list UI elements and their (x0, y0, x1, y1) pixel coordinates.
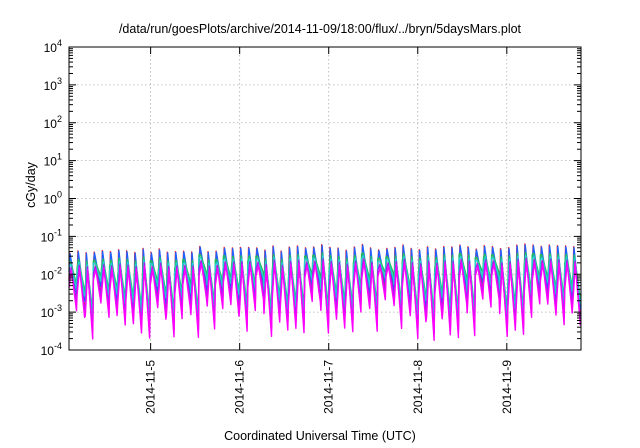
y-tick-label: 101 (44, 152, 62, 169)
x-tick-label: 2014-11-9 (500, 360, 514, 414)
y-tick-label: 10-1 (41, 227, 62, 244)
x-tick-label: 2014-11-7 (322, 360, 336, 414)
chart-title: /data/run/goesPlots/archive/2014-11-09/1… (118, 22, 522, 36)
y-tick-label: 102 (44, 114, 62, 131)
y-tick-labels: 10-4 10-3 10-2 10-1 100 101 102 103 104 (41, 38, 62, 358)
x-tick-label: 2014-11-5 (144, 360, 158, 414)
y-tick-label: 104 (44, 38, 62, 55)
x-tick-label: 2014-11-6 (233, 360, 247, 414)
grid-lines (69, 47, 581, 350)
y-tick-label: 10-4 (41, 341, 62, 358)
y-tick-label: 100 (44, 190, 62, 207)
series-lines (68, 243, 581, 341)
y-tick-label: 10-3 (41, 303, 62, 320)
y-tick-label: 10-2 (41, 265, 62, 282)
x-axis-label: Coordinated Universal Time (UTC) (224, 429, 416, 443)
axis-ticks (69, 46, 581, 351)
series-line (68, 260, 581, 341)
x-tick-label: 2014-11-8 (411, 360, 425, 414)
y-axis-label: cGy/day (23, 162, 38, 208)
y-tick-label: 103 (44, 76, 62, 93)
x-tick-labels: 2014-11-5 2014-11-6 2014-11-7 2014-11-8 2014… (144, 360, 514, 414)
